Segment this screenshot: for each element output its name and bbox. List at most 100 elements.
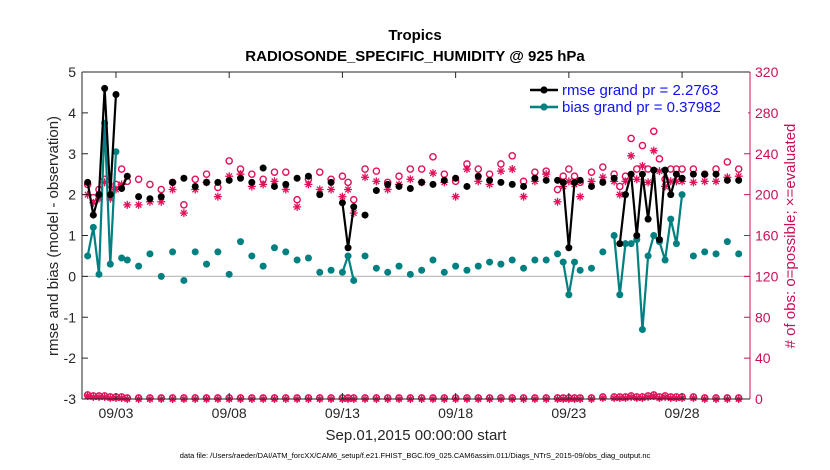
bias-point bbox=[344, 252, 352, 260]
rmse-point bbox=[118, 184, 126, 192]
obs-evaluated-marker bbox=[168, 185, 177, 194]
bias-point bbox=[701, 248, 709, 256]
bias-point bbox=[497, 260, 505, 268]
rmse-point bbox=[559, 178, 567, 186]
chart-title: Tropics bbox=[388, 27, 441, 44]
obs-possible-marker bbox=[474, 165, 483, 173]
bias-point bbox=[270, 244, 278, 252]
obs-evaluated-marker bbox=[519, 192, 528, 201]
rmse-point bbox=[418, 178, 426, 186]
rmse-point bbox=[395, 182, 403, 190]
obs-possible-marker bbox=[553, 185, 562, 194]
obs-possible-marker bbox=[632, 165, 641, 173]
bias-point bbox=[248, 252, 256, 260]
obs-evaluated-marker bbox=[576, 192, 585, 201]
obs-possible-marker bbox=[565, 165, 573, 173]
obs-possible-marker bbox=[406, 165, 415, 173]
bias-line bbox=[86, 121, 118, 276]
rmse-point bbox=[661, 166, 669, 174]
rmse-point bbox=[587, 182, 595, 190]
obs-evaluated-marker bbox=[134, 200, 143, 209]
rmse-point bbox=[95, 191, 103, 199]
bias-point bbox=[372, 264, 380, 272]
y-tick-label: 3 bbox=[68, 146, 76, 162]
legend-rmse-marker bbox=[540, 86, 548, 94]
x-tick-label: 09/23 bbox=[551, 405, 586, 421]
obs-evaluated-marker bbox=[649, 146, 658, 155]
obs-evaluated-marker bbox=[451, 192, 460, 201]
bias-point bbox=[169, 248, 177, 256]
bias-point bbox=[571, 258, 579, 266]
obs-evaluated-marker bbox=[462, 165, 471, 174]
obs-possible-marker bbox=[429, 153, 437, 161]
y-tick-label: 2 bbox=[68, 187, 76, 203]
y2-axis-label: # of obs: o=possible; ×=evaluated bbox=[782, 124, 799, 349]
rmse-point bbox=[655, 236, 663, 244]
obs-possible-marker bbox=[180, 201, 188, 209]
obs-possible-marker bbox=[117, 165, 126, 173]
bias-point bbox=[576, 266, 584, 274]
obs-evaluated-bottom-marker bbox=[117, 393, 126, 402]
x-tick-label: 09/08 bbox=[212, 405, 247, 421]
data-file-note: data file: /Users/raeder/DAI/ATM_forcXX/… bbox=[180, 451, 651, 460]
bias-point bbox=[621, 240, 629, 248]
bias-point bbox=[293, 256, 301, 264]
obs-possible-marker bbox=[587, 168, 596, 176]
obs-evaluated-marker bbox=[632, 175, 641, 184]
obs-evaluated-marker bbox=[406, 175, 415, 184]
bias-point bbox=[463, 266, 471, 274]
obs-evaluated-bottom-marker bbox=[621, 393, 630, 402]
obs-possible-marker bbox=[627, 134, 635, 143]
y2-tick-label: 0 bbox=[755, 391, 763, 407]
bias-point bbox=[672, 240, 680, 248]
rmse-point bbox=[616, 240, 624, 248]
y2-tick-label: 40 bbox=[755, 350, 771, 366]
bias-point bbox=[214, 248, 222, 256]
y-tick-label: 4 bbox=[68, 105, 76, 121]
rmse-point bbox=[180, 174, 188, 182]
obs-evaluated-bottom-marker bbox=[666, 393, 675, 402]
obs-possible-marker bbox=[338, 172, 347, 181]
rmse-point bbox=[554, 176, 562, 184]
bias-point bbox=[418, 266, 426, 274]
y-tick-label: 0 bbox=[68, 268, 76, 284]
bias-point bbox=[638, 326, 646, 334]
y-tick-label: -1 bbox=[64, 309, 77, 325]
rmse-point bbox=[678, 174, 686, 182]
rmse-point bbox=[225, 176, 233, 184]
obs-evaluated-bottom-marker bbox=[627, 392, 636, 401]
obs-possible-marker bbox=[615, 182, 624, 191]
obs-possible-marker bbox=[293, 195, 301, 204]
obs-evaluated-marker bbox=[213, 192, 222, 201]
rmse-point bbox=[112, 90, 120, 98]
rmse-point bbox=[237, 174, 245, 182]
bias-point bbox=[650, 232, 658, 239]
rmse-point bbox=[406, 184, 414, 192]
obs-possible-marker bbox=[344, 178, 352, 187]
bias-point bbox=[689, 252, 697, 260]
bias-point bbox=[304, 254, 312, 262]
x-tick-label: 09/13 bbox=[325, 405, 360, 421]
obs-evaluated-marker bbox=[428, 169, 437, 178]
obs-evaluated-bottom-marker bbox=[661, 392, 670, 401]
bias-point bbox=[89, 223, 97, 231]
rmse-point bbox=[497, 178, 505, 186]
obs-evaluated-marker bbox=[553, 197, 562, 206]
bias-point bbox=[616, 291, 624, 299]
bias-point bbox=[95, 270, 103, 278]
rmse-point bbox=[344, 244, 352, 252]
bias-point bbox=[559, 258, 567, 266]
obs-possible-marker bbox=[361, 165, 369, 173]
bias-point bbox=[735, 250, 743, 258]
bias-point bbox=[531, 256, 539, 264]
obs-evaluated-marker bbox=[627, 151, 636, 160]
obs-evaluated-bottom-marker bbox=[598, 393, 607, 402]
obs-evaluated-marker bbox=[179, 209, 188, 218]
bias-point bbox=[486, 258, 494, 266]
rmse-point bbox=[672, 170, 680, 178]
ticks-layer: -3 -2 -1 0 1 2 3 4 5 0 40 80 120 160 200 240 280 320 09/03… bbox=[64, 64, 779, 421]
bias-point bbox=[644, 252, 652, 260]
bias-point bbox=[180, 276, 188, 284]
y-tick-label: -3 bbox=[64, 391, 77, 407]
